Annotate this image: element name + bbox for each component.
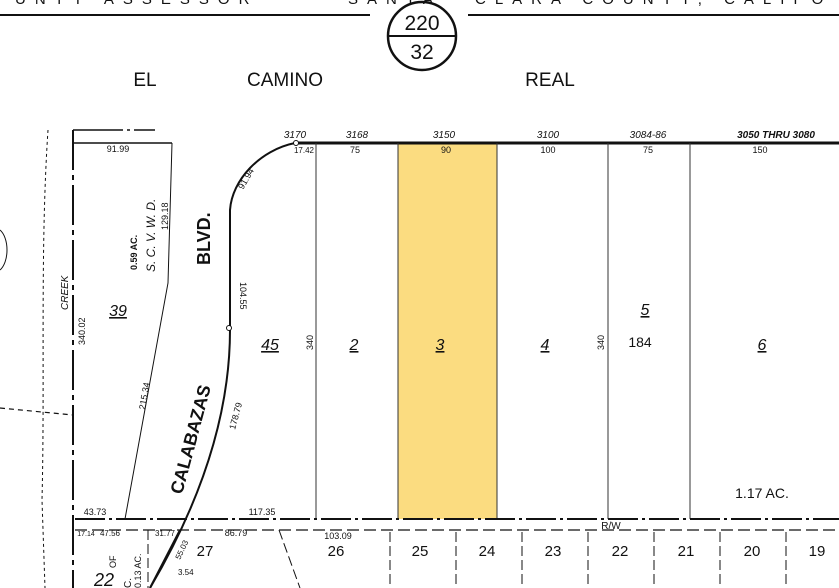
lower-left-lot: 22 — [93, 570, 114, 588]
address-3170: 3170 — [284, 130, 307, 141]
dimension: 215.34 — [137, 381, 152, 410]
frontage: 75 — [643, 145, 653, 155]
lower-lot-23: 23 — [545, 543, 562, 560]
address-3168: 3168 — [346, 130, 369, 141]
book-number: 220 — [404, 12, 439, 35]
address-3150: 3150 — [433, 130, 456, 141]
dimension: 17.14 — [77, 531, 95, 538]
dimension: 103.09 — [324, 531, 352, 541]
parcel-4[interactable]: 4 — [541, 337, 550, 354]
dimension: 104.55 — [238, 282, 248, 310]
address-3084-86: 3084-86 — [630, 130, 667, 141]
parcel-5-sub: 184 — [628, 334, 652, 350]
frontage: 17.42 — [294, 146, 315, 155]
frontage: 100 — [540, 145, 555, 155]
banner-mid: SANTA — [348, 0, 442, 8]
lower-lot-25: 25 — [412, 543, 429, 560]
frontage: 75 — [350, 145, 360, 155]
book-page-badge: 220 32 — [386, 0, 458, 72]
lower-left-c: C. — [123, 578, 134, 588]
dimension: 117.35 — [249, 507, 276, 517]
dimension: 91.94 — [236, 166, 256, 191]
frontage: 150 — [752, 145, 767, 155]
dimension: 178.79 — [227, 401, 244, 430]
dimension: 129.18 — [160, 202, 170, 230]
parcel-6[interactable]: 6 — [758, 337, 767, 354]
parcel-3-highlight[interactable] — [398, 143, 497, 519]
calabazas-blvd-curb — [149, 142, 296, 588]
banner-left: UNTY ASSESSOR — [15, 0, 258, 8]
address-3050-3080: 3050 THRU 3080 — [737, 130, 815, 141]
street-creek: CREEK — [60, 274, 71, 310]
lot-dividers — [315, 143, 691, 519]
address-3100: 3100 — [537, 130, 560, 141]
lower-lot-26: 26 — [328, 543, 345, 560]
parcel-3[interactable]: 3 — [436, 337, 445, 354]
lower-lot-22: 22 — [612, 543, 629, 560]
right-of-way-label: R/W — [601, 521, 621, 532]
street-camino: CAMINO — [247, 70, 323, 91]
dimension: 31.77 — [155, 529, 176, 538]
dimension: 340.02 — [77, 317, 87, 345]
parcel-2[interactable]: 2 — [349, 337, 359, 354]
lower-lot-20: 20 — [744, 543, 761, 560]
street-calabazas: CALABAZAS — [167, 383, 215, 496]
parcel-5[interactable]: 5 — [641, 302, 650, 319]
lower-left-of: OF — [108, 555, 118, 568]
dimension: 3.54 — [178, 568, 194, 577]
parcel-39-area: 0.59 AC. — [129, 235, 139, 270]
lower-left-area: 0.13 AC. — [133, 553, 143, 588]
banner-right: CLARA COUNTY, CALIFO — [475, 0, 832, 8]
street-real: REAL — [525, 70, 575, 91]
dimension: 43.73 — [84, 507, 107, 517]
page-number: 32 — [410, 41, 433, 64]
parcel-6-area: 1.17 AC. — [735, 485, 789, 501]
dimension: 340 — [305, 335, 315, 350]
dimension: 340 — [596, 335, 606, 350]
parcel-39-owner: S. C. V. W. D. — [144, 199, 158, 272]
dimension: 91.99 — [107, 144, 130, 154]
lower-lot-21: 21 — [678, 543, 695, 560]
parcel-39[interactable]: 39 — [109, 303, 127, 320]
street-blvd: BLVD. — [194, 212, 214, 265]
parcel-45[interactable]: 45 — [261, 337, 279, 354]
dimension: 47.56 — [100, 529, 121, 538]
lower-lot-19: 19 — [809, 543, 826, 560]
frontage: 90 — [441, 145, 451, 155]
lower-lot-27: 27 — [197, 543, 214, 560]
street-el: EL — [133, 70, 156, 91]
lower-lot-24: 24 — [479, 543, 496, 560]
dimension: 86.79 — [225, 528, 248, 538]
